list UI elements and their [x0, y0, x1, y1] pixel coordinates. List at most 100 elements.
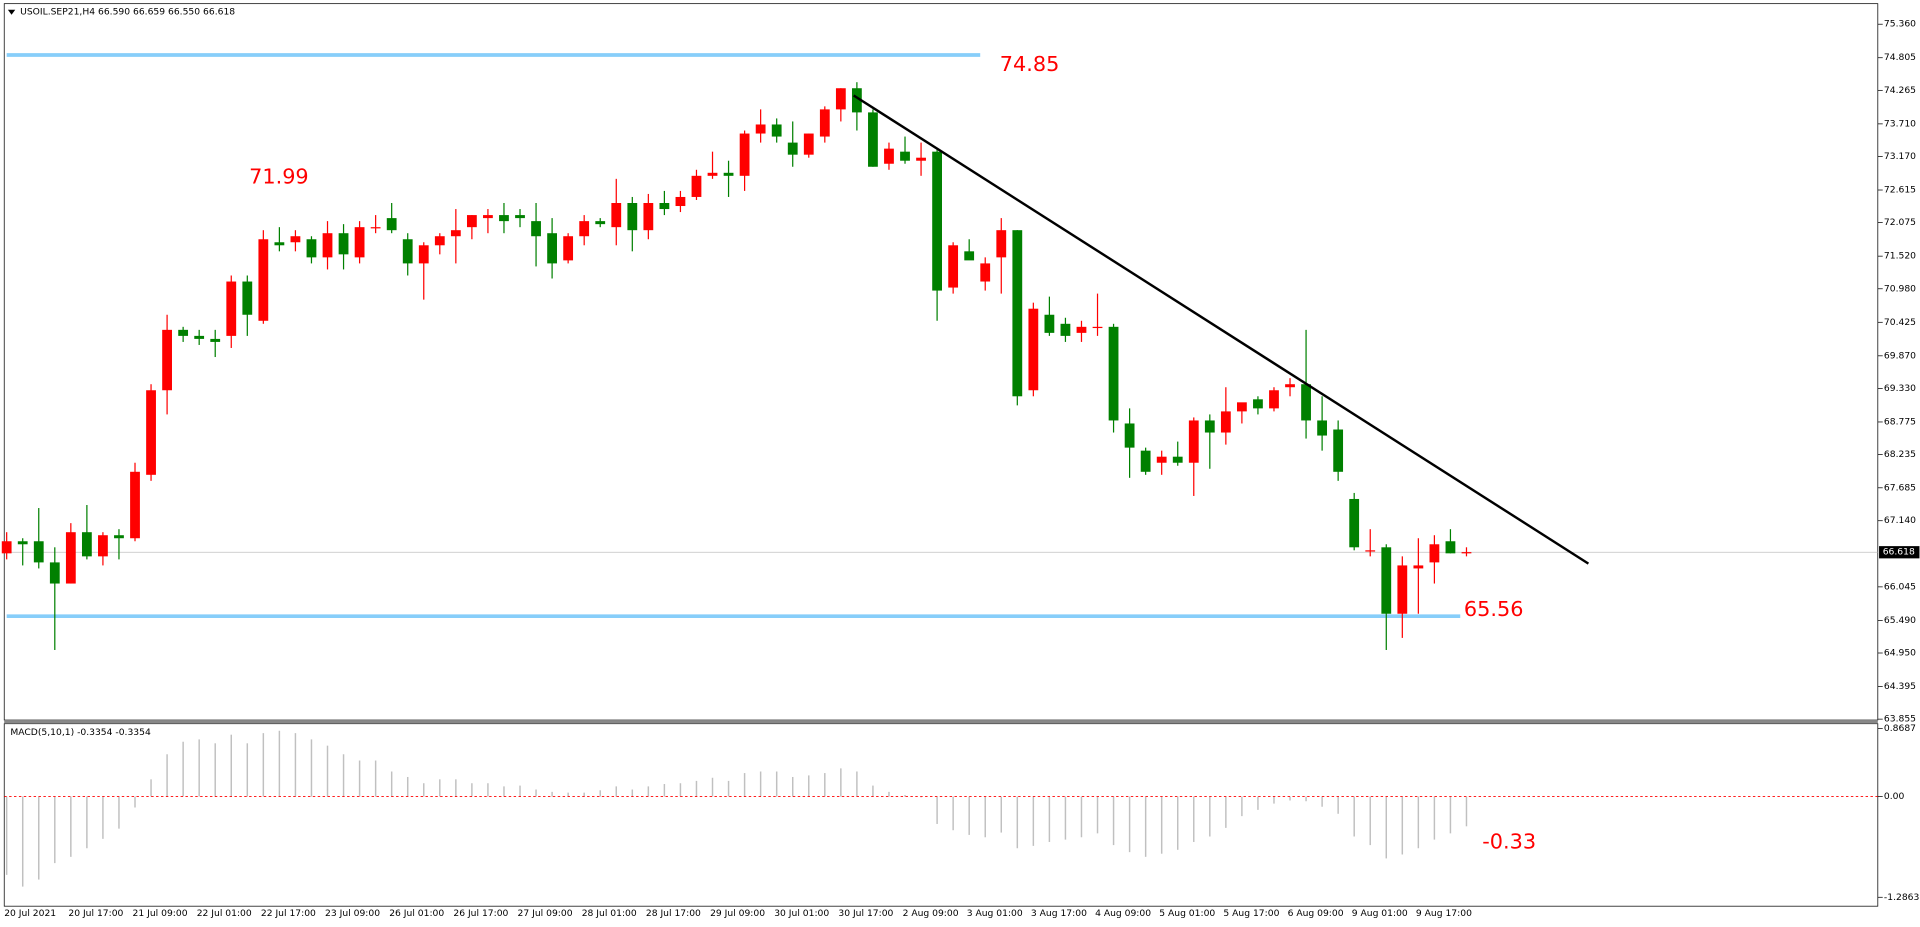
- x-tick-label: 22 Jul 01:00: [197, 908, 252, 919]
- candle-body: [1269, 390, 1279, 409]
- y-tick-label: 64.395: [1884, 681, 1916, 692]
- candle-body: [1285, 384, 1295, 388]
- x-tick-label: 28 Jul 01:00: [582, 908, 637, 919]
- x-tick-label: 27 Jul 09:00: [518, 908, 573, 919]
- candle-body: [996, 230, 1007, 258]
- candle-body: [900, 151, 910, 161]
- candle-body: [146, 390, 156, 475]
- y-tick-label: 75.360: [1884, 19, 1916, 30]
- candle-body: [1429, 544, 1440, 563]
- candle-body: [1381, 547, 1392, 614]
- x-tick-label: 3 Aug 01:00: [967, 908, 1023, 919]
- candle-body: [1397, 565, 1408, 614]
- candle-body: [258, 239, 269, 321]
- candle-body: [547, 233, 557, 264]
- macd-panel-border: [3, 723, 1879, 907]
- y-tick-label: -1.2863: [1884, 892, 1920, 903]
- candle-body: [932, 151, 942, 291]
- candle-body: [579, 221, 590, 237]
- candle-body: [1365, 550, 1376, 552]
- candle-body: [515, 215, 525, 219]
- candle-body: [1, 541, 12, 554]
- x-tick-label: 20 Jul 2021: [4, 908, 56, 919]
- candle-body: [274, 242, 285, 246]
- candle-body: [1413, 565, 1424, 569]
- y-tick-label: 67.140: [1884, 515, 1916, 526]
- candle-body: [1317, 420, 1328, 436]
- candle-body: [1060, 323, 1071, 336]
- candle-body: [434, 236, 445, 246]
- candle-body: [418, 245, 429, 264]
- x-tick-label: 5 Aug 01:00: [1159, 908, 1215, 919]
- x-tick-label: 28 Jul 17:00: [646, 908, 701, 919]
- last-price-label: 66.618: [1883, 547, 1915, 558]
- candle-body: [1108, 326, 1119, 421]
- y-tick-label: 70.425: [1884, 317, 1916, 328]
- y-tick-label: 64.950: [1884, 648, 1916, 659]
- x-tick-label: 9 Aug 17:00: [1416, 908, 1472, 919]
- candle-body: [1124, 423, 1135, 448]
- panel-separator: [4, 720, 1878, 724]
- x-tick-label: 30 Jul 17:00: [838, 908, 893, 919]
- candle-body: [1236, 402, 1247, 412]
- candle-body: [65, 532, 76, 584]
- candle-body: [595, 221, 606, 225]
- y-tick-label: 72.615: [1884, 185, 1916, 196]
- candle-body: [787, 142, 798, 155]
- candle-body: [1333, 429, 1344, 472]
- x-tick-label: 2 Aug 09:00: [903, 908, 959, 919]
- candle-body: [1204, 420, 1215, 433]
- y-tick-label: 0.8687: [1884, 723, 1916, 734]
- y-tick-label: 66.045: [1884, 581, 1916, 592]
- y-tick-label: 73.710: [1884, 118, 1916, 129]
- y-tick-label: 63.855: [1884, 714, 1916, 725]
- candle-body: [483, 215, 493, 219]
- candle-body: [194, 335, 205, 339]
- y-tick-label: 72.075: [1884, 217, 1916, 228]
- trendline: [853, 94, 1590, 565]
- y-tick-label: 69.870: [1884, 350, 1916, 361]
- candle-body: [739, 133, 750, 176]
- candle-body: [322, 233, 333, 258]
- chart-title: USOIL.SEP21,H4 66.590 66.659 66.550 66.6…: [20, 7, 235, 18]
- y-tick-label: 68.775: [1884, 416, 1916, 427]
- candle-body: [242, 281, 253, 315]
- candle-body: [1028, 308, 1039, 391]
- candle-body: [659, 203, 670, 210]
- candle-body: [33, 541, 44, 563]
- header-arrow: [7, 9, 16, 15]
- price-panel-border: [3, 3, 1879, 721]
- candle-body: [1092, 326, 1103, 329]
- y-tick-label: 70.980: [1884, 283, 1916, 294]
- candle-body: [803, 133, 814, 155]
- candle-body: [98, 535, 108, 557]
- candle-body: [948, 245, 959, 288]
- candle-body: [627, 203, 638, 231]
- x-tick-label: 5 Aug 17:00: [1223, 908, 1279, 919]
- x-tick-label: 23 Jul 09:00: [325, 908, 380, 919]
- x-tick-label: 21 Jul 09:00: [133, 908, 188, 919]
- x-tick-label: 3 Aug 17:00: [1031, 908, 1087, 919]
- candle-body: [178, 329, 189, 336]
- candle-body: [819, 109, 830, 137]
- y-tick-label: 74.805: [1884, 52, 1916, 63]
- candle-body: [707, 172, 718, 176]
- candle-body: [835, 88, 846, 110]
- y-tick-label: 71.520: [1884, 251, 1916, 262]
- candle-body: [17, 541, 28, 545]
- candle-body: [675, 196, 686, 207]
- candle-body: [1012, 230, 1023, 397]
- candle-body: [643, 203, 654, 231]
- candle-body: [466, 215, 477, 228]
- candle-body: [210, 338, 221, 342]
- x-tick-label: 30 Jul 01:00: [774, 908, 829, 919]
- last-price-box: [1879, 546, 1920, 559]
- candle-body: [49, 562, 60, 584]
- x-tick-label: 22 Jul 17:00: [261, 908, 316, 919]
- candle-body: [226, 281, 237, 336]
- candle-body: [386, 218, 397, 231]
- candle-body: [402, 239, 413, 264]
- candle-body: [1140, 450, 1151, 472]
- candle-body: [338, 233, 349, 255]
